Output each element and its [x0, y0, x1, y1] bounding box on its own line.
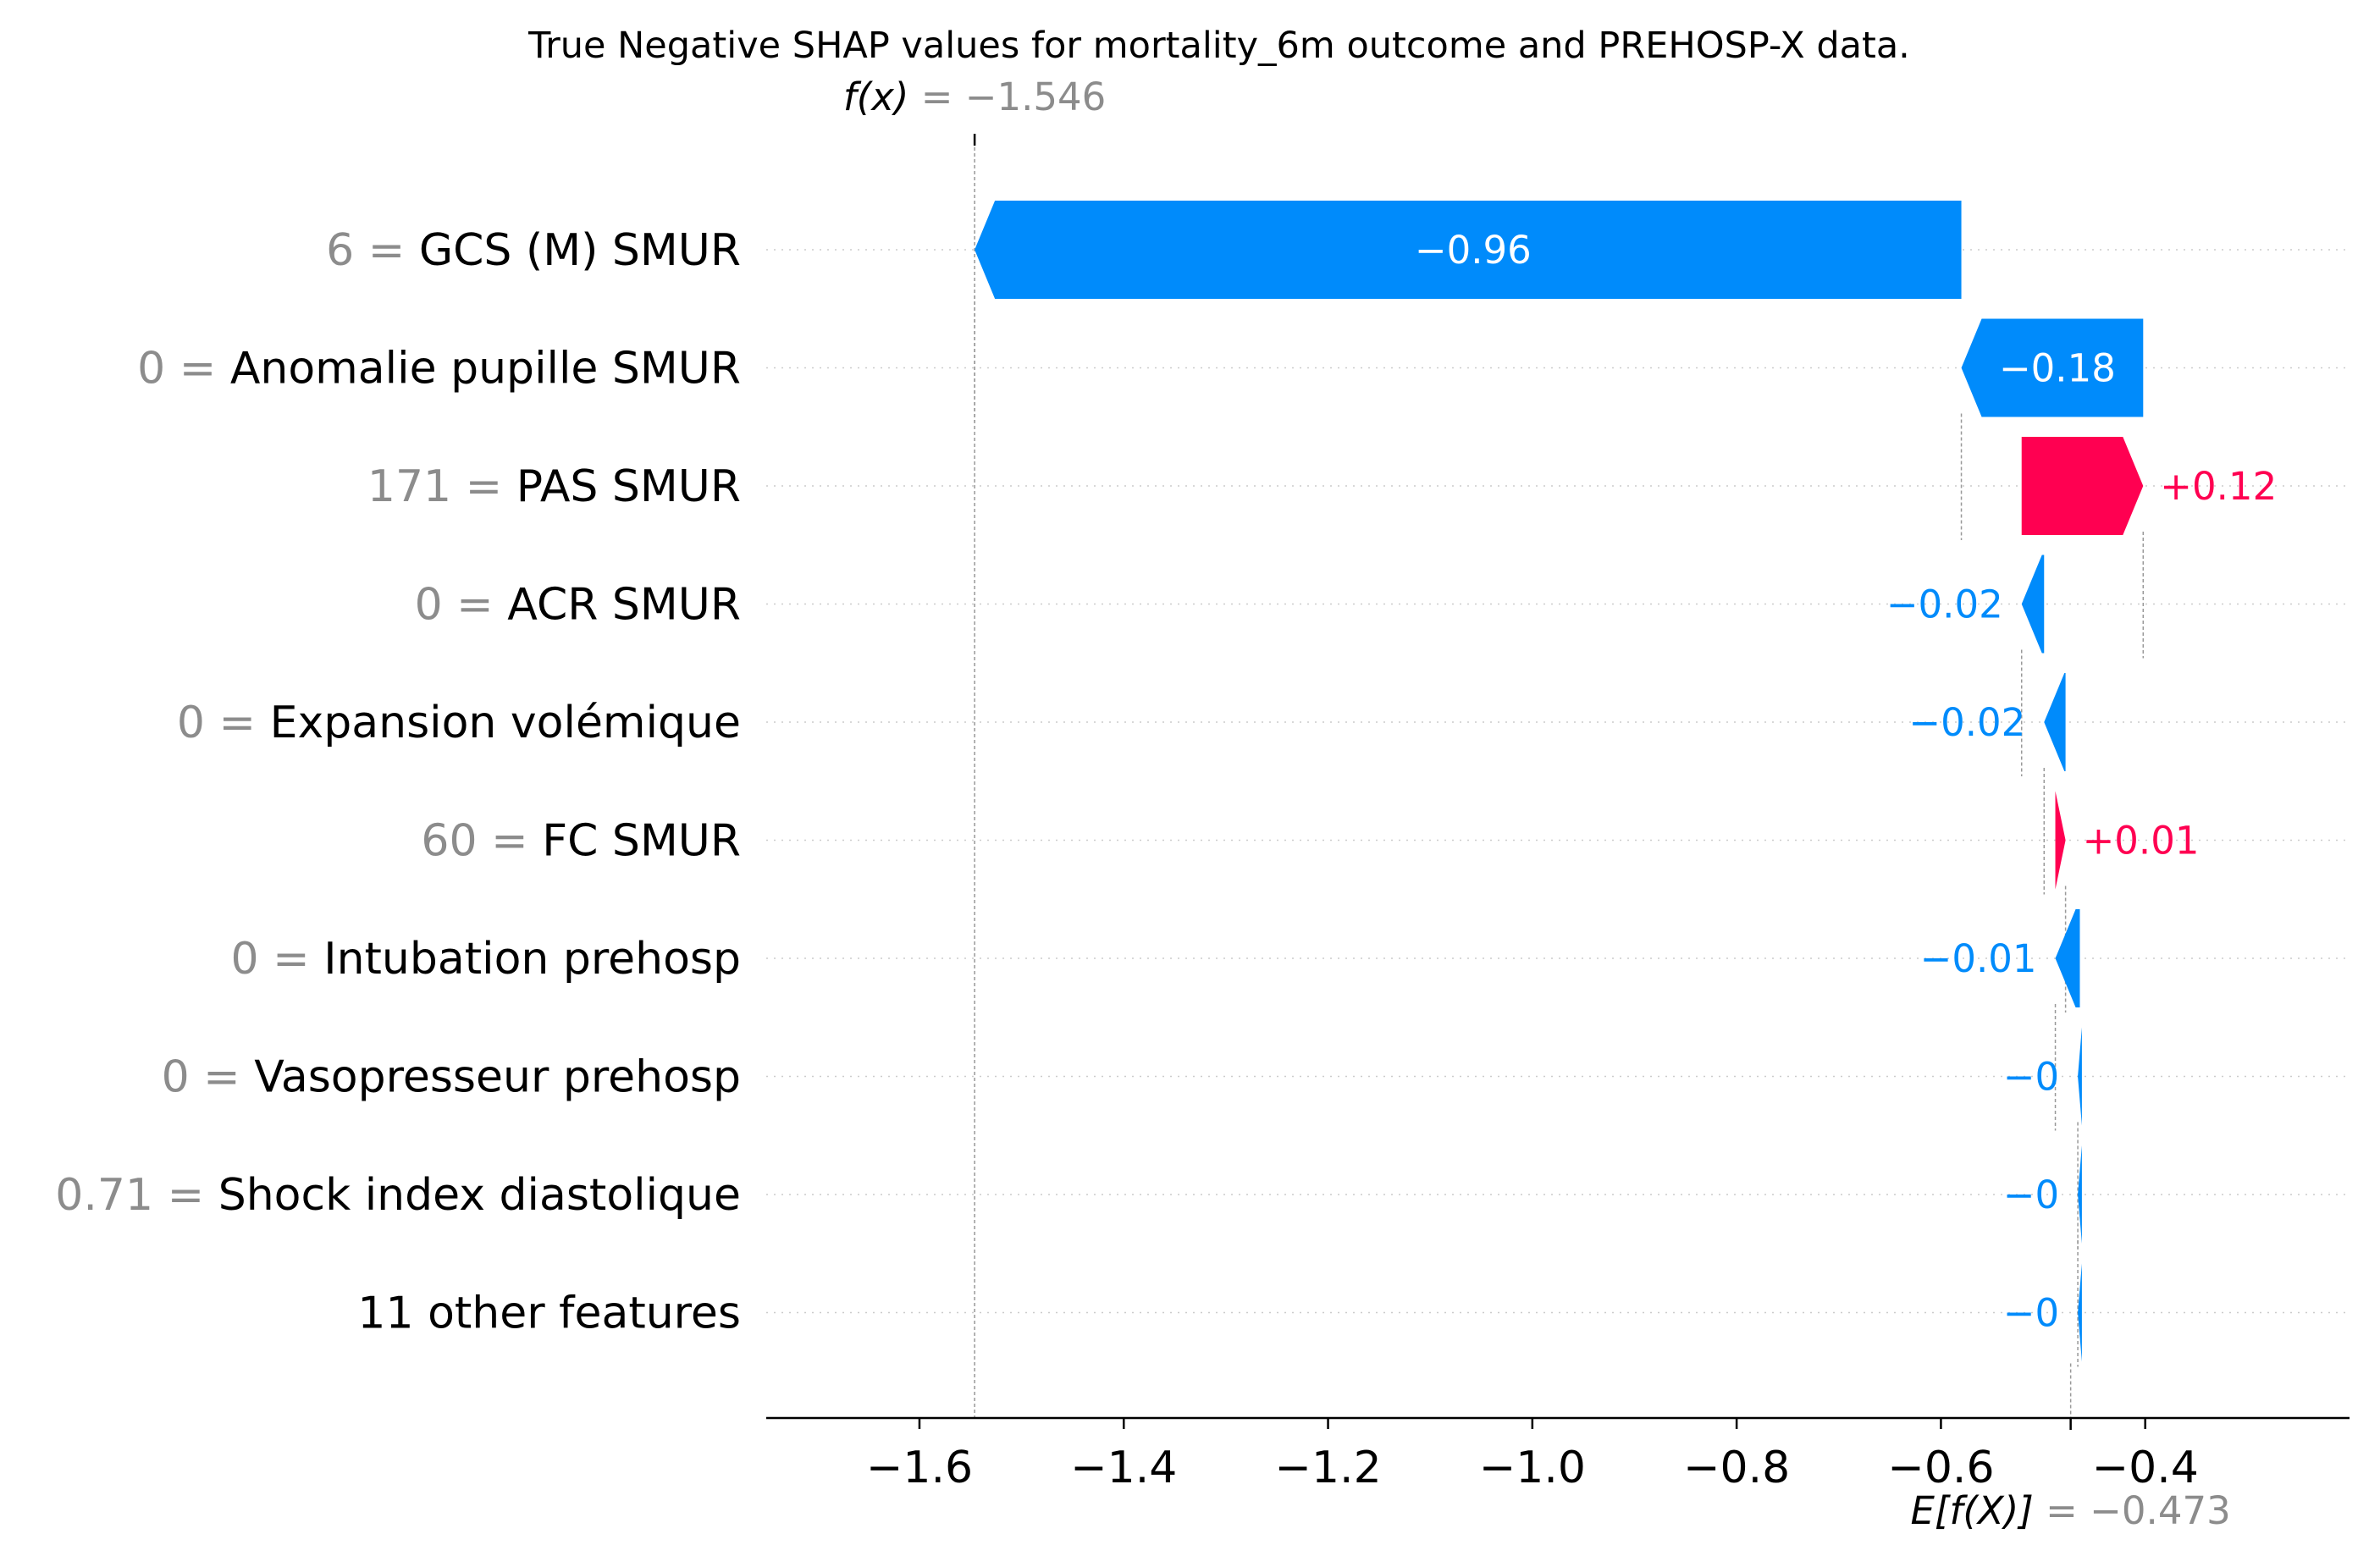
x-axis: −1.6 −1.4 −1.2 −1.0 −0.8 −0.6 −0.4	[766, 1416, 2350, 1493]
feature-label: 0 = Intubation prehosp	[231, 934, 742, 985]
bar-value-label: −0.96	[1415, 228, 1532, 273]
x-tick-label: −1.4	[1070, 1443, 1177, 1493]
bar	[2021, 555, 2045, 654]
bar-value-label: −0.18	[1999, 346, 2116, 391]
annotations: −0.96 −0.18 +0.12 −0.02 −0.02 +0.01 −0.01 −0 −0 −…	[843, 74, 2277, 1533]
feature-label: 0.71 = Shock index diastolique	[55, 1170, 741, 1221]
feature-label: 171 = PAS SMUR	[367, 461, 741, 512]
x-tick-label: −1.0	[1479, 1443, 1586, 1493]
bar	[2055, 791, 2066, 890]
bar-value-label: −0	[2003, 1291, 2059, 1336]
connector-lines	[973, 134, 2145, 1430]
feature-label: 6 = GCS (M) SMUR	[326, 225, 741, 276]
bar-value-label: −0	[2003, 1055, 2059, 1100]
bar	[1961, 318, 2144, 417]
bar-value-label: −0.02	[1886, 582, 2003, 627]
bars-group	[975, 201, 2144, 1362]
bar-value-label: −0.01	[1920, 936, 2037, 981]
feature-labels: 6 = GCS (M) SMUR 0 = Anomalie pupille SM…	[55, 225, 741, 1339]
bar-value-label: +0.01	[2083, 819, 2200, 864]
feature-label: 0 = Vasopresseur prehosp	[162, 1052, 741, 1103]
bar-value-label: −0.02	[1908, 700, 2025, 745]
feature-label: 11 other features	[357, 1288, 741, 1339]
bar-value-label: +0.12	[2160, 464, 2277, 509]
feature-label: 0 = Anomalie pupille SMUR	[137, 344, 741, 395]
x-tick-label: −0.4	[2092, 1443, 2199, 1493]
chart-title: True Negative SHAP values for mortality_…	[527, 25, 1910, 67]
bar	[2021, 437, 2144, 535]
bar-value-label: −0	[2003, 1173, 2059, 1217]
feature-label: 60 = FC SMUR	[421, 816, 741, 867]
x-tick-label: −1.2	[1274, 1443, 1381, 1493]
feature-label: 0 = Expansion volémique	[177, 698, 741, 748]
x-tick-label: −0.6	[1887, 1443, 1994, 1493]
bar	[975, 201, 1962, 299]
x-tick-label: −1.6	[866, 1443, 973, 1493]
bar	[2078, 1263, 2082, 1362]
bar	[2078, 1145, 2082, 1244]
bar	[2078, 1027, 2082, 1126]
bar	[2055, 909, 2080, 1007]
base-annotation: E[f(X)] = −0.473	[1911, 1488, 2231, 1533]
bar	[2044, 673, 2066, 771]
fx-annotation: f(x) = −1.546	[843, 74, 1106, 119]
feature-label: 0 = ACR SMUR	[415, 580, 741, 631]
x-tick-label: −0.8	[1683, 1443, 1790, 1493]
